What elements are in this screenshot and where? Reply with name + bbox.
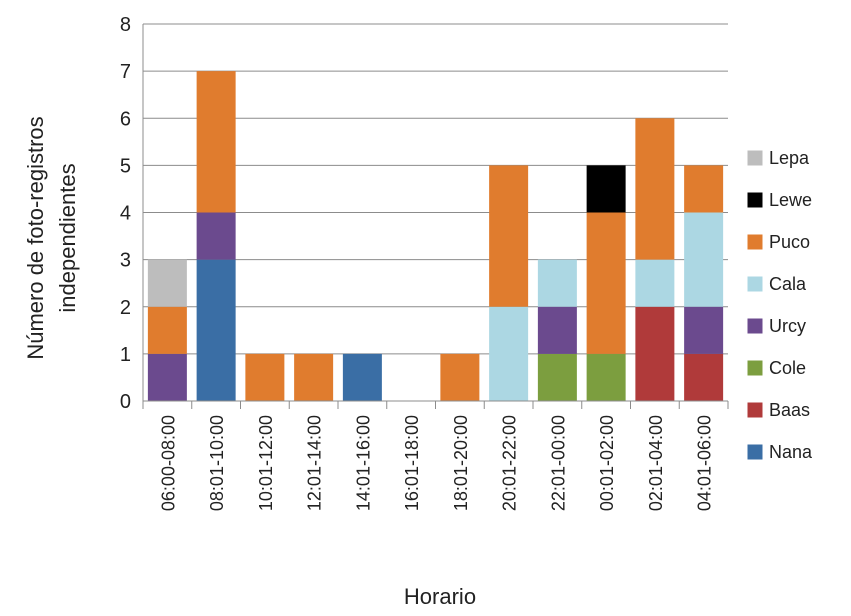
x-tick-label: 10:01-12:00 xyxy=(256,415,276,511)
bar-segment-urcy xyxy=(537,306,577,354)
x-axis-title: Horario xyxy=(404,584,476,609)
bar-segment-cole xyxy=(586,353,626,401)
x-tick-label: 22:01-00:00 xyxy=(548,415,568,511)
y-tick-label: 3 xyxy=(120,250,131,272)
bar-segment-nana xyxy=(342,353,382,401)
bar-segment-urcy xyxy=(684,306,724,354)
y-axis-title-line2: independientes xyxy=(55,163,80,312)
bar-segment-lepa xyxy=(147,259,187,307)
legend-swatch-cala xyxy=(747,276,763,292)
bars-group xyxy=(147,71,724,401)
y-tick-label: 4 xyxy=(120,203,131,225)
bar-segment-puco xyxy=(440,353,480,401)
legend-label-puco: Puco xyxy=(769,232,810,252)
x-tick-label: 06:00-08:00 xyxy=(158,415,178,511)
y-tick-label: 2 xyxy=(120,297,131,319)
legend-label-lewe: Lewe xyxy=(769,190,812,210)
x-tick-labels: 06:00-08:00 08:01-10:00 10:01-12:00 12:01-1… xyxy=(158,415,714,511)
y-tick-label: 0 xyxy=(120,391,131,413)
y-tick-label: 1 xyxy=(120,344,131,366)
bar-segment-lewe xyxy=(586,165,626,213)
legend-swatch-puco xyxy=(747,234,763,250)
legend-label-cole: Cole xyxy=(769,358,806,378)
y-tick-label: 7 xyxy=(120,61,131,83)
bar-segment-cala xyxy=(635,259,675,307)
legend-label-nana: Nana xyxy=(769,442,813,462)
bar-segment-cole xyxy=(537,353,577,401)
bar-segment-puco xyxy=(147,306,187,354)
y-tick-labels: 0 1 2 3 4 5 6 7 8 xyxy=(120,14,131,413)
bar-segment-puco xyxy=(245,353,285,401)
gridlines xyxy=(143,23,728,355)
x-tick-label: 14:01-16:00 xyxy=(353,415,373,511)
y-tick-label: 5 xyxy=(120,155,131,177)
legend-swatch-cole xyxy=(747,360,763,376)
x-tick-label: 08:01-10:00 xyxy=(207,415,227,511)
bar-segment-puco xyxy=(489,165,529,307)
x-tick-label: 16:01-18:00 xyxy=(402,415,422,511)
bar-segment-baas xyxy=(635,306,675,401)
bar-segment-cala xyxy=(537,259,577,307)
legend-label-urcy: Urcy xyxy=(769,316,806,336)
x-tick-label: 02:01-04:00 xyxy=(646,415,666,511)
legend-label-lepa: Lepa xyxy=(769,148,810,168)
x-tick-label: 12:01-14:00 xyxy=(305,415,325,511)
bar-segment-baas xyxy=(684,353,724,401)
legend-swatch-lewe xyxy=(747,192,763,208)
axes xyxy=(142,24,729,409)
bar-segment-puco xyxy=(684,165,724,213)
legend-label-cala: Cala xyxy=(769,274,807,294)
bar-segment-puco xyxy=(635,118,675,260)
y-tick-label: 8 xyxy=(120,14,131,36)
legend-label-baas: Baas xyxy=(769,400,810,420)
x-tick-label: 04:01-06:00 xyxy=(695,415,715,511)
legend-swatch-nana xyxy=(747,444,763,460)
bar-segment-nana xyxy=(196,259,236,401)
legend-swatch-lepa xyxy=(747,150,763,166)
legend-swatch-urcy xyxy=(747,318,763,334)
bar-segment-puco xyxy=(196,71,236,213)
bar-segment-puco xyxy=(586,212,626,354)
legend: Lepa Lewe Puco Cala Urcy Cole Baas Nana xyxy=(747,148,813,462)
y-axis-title-line1: Número de foto-registros xyxy=(23,116,48,359)
x-tick-label: 00:01-02:00 xyxy=(597,415,617,511)
bar-segment-cala xyxy=(489,306,529,401)
x-tick-label: 18:01-20:00 xyxy=(451,415,471,511)
bar-segment-cala xyxy=(684,212,724,307)
bar-segment-urcy xyxy=(147,353,187,401)
y-tick-label: 6 xyxy=(120,108,131,130)
x-tick-label: 20:01-22:00 xyxy=(500,415,520,511)
bar-segment-puco xyxy=(294,353,334,401)
bar-segment-urcy xyxy=(196,212,236,260)
legend-swatch-baas xyxy=(747,402,763,418)
